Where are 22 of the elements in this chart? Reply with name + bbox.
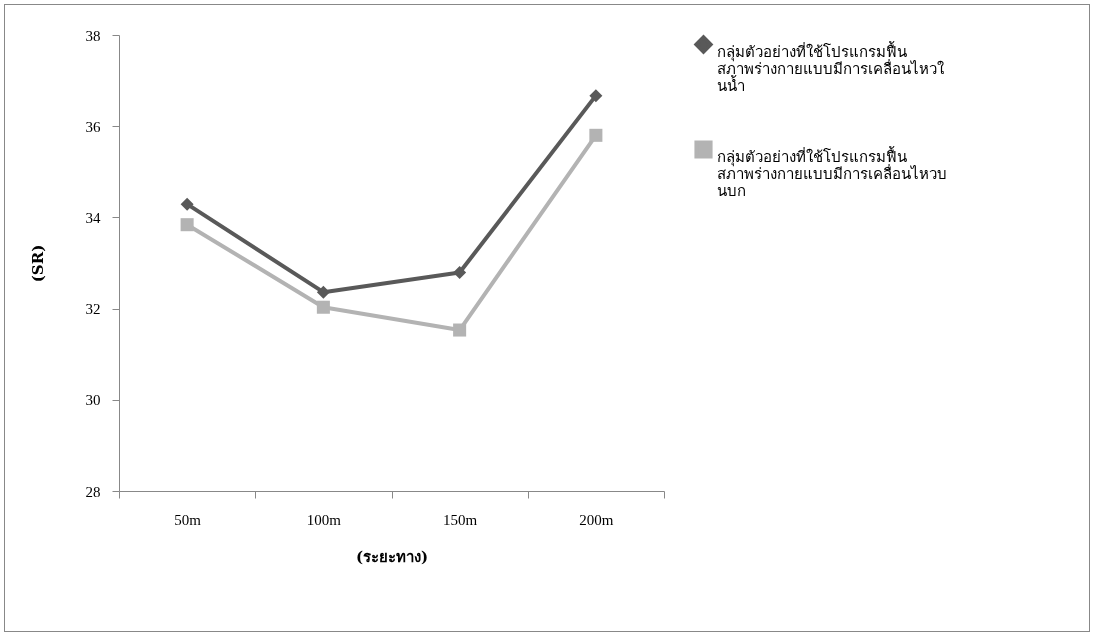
y-tick-label: 36 (85, 118, 101, 135)
y-tick-label: 28 (85, 483, 101, 500)
x-tick-label: 100m (306, 511, 342, 528)
point (180, 197, 194, 211)
legend-label: กลุ่มตัวอย่างที่ใช้โปรแกรมฟื้นสภาพร่างกายแบบมีการเคลื่อนไหวบนบก (717, 145, 947, 200)
point (316, 300, 330, 314)
point (180, 218, 194, 232)
point (316, 285, 330, 299)
y-tick-label: 34 (85, 209, 101, 226)
y-axis-title: (SR) (28, 244, 47, 283)
point (589, 128, 603, 142)
y-tick-label: 32 (85, 301, 101, 318)
point (453, 266, 467, 280)
point (453, 323, 467, 337)
legend-label: กลุ่มตัวอย่างที่ใช้โปรแกรมฟื้นสภาพร่างกายแบบมีการเคลื่อนไหวในน้ำ (717, 40, 944, 95)
point (589, 89, 603, 103)
y-tick-label: 30 (85, 392, 101, 409)
x-axis-title: (ระยะทาง) (355, 547, 429, 566)
x-tick-label: 200m (579, 511, 614, 528)
y-tick-label: 38 (85, 27, 101, 44)
x-tick-label: 50m (174, 511, 202, 528)
x-tick-label: 150m (443, 511, 478, 528)
